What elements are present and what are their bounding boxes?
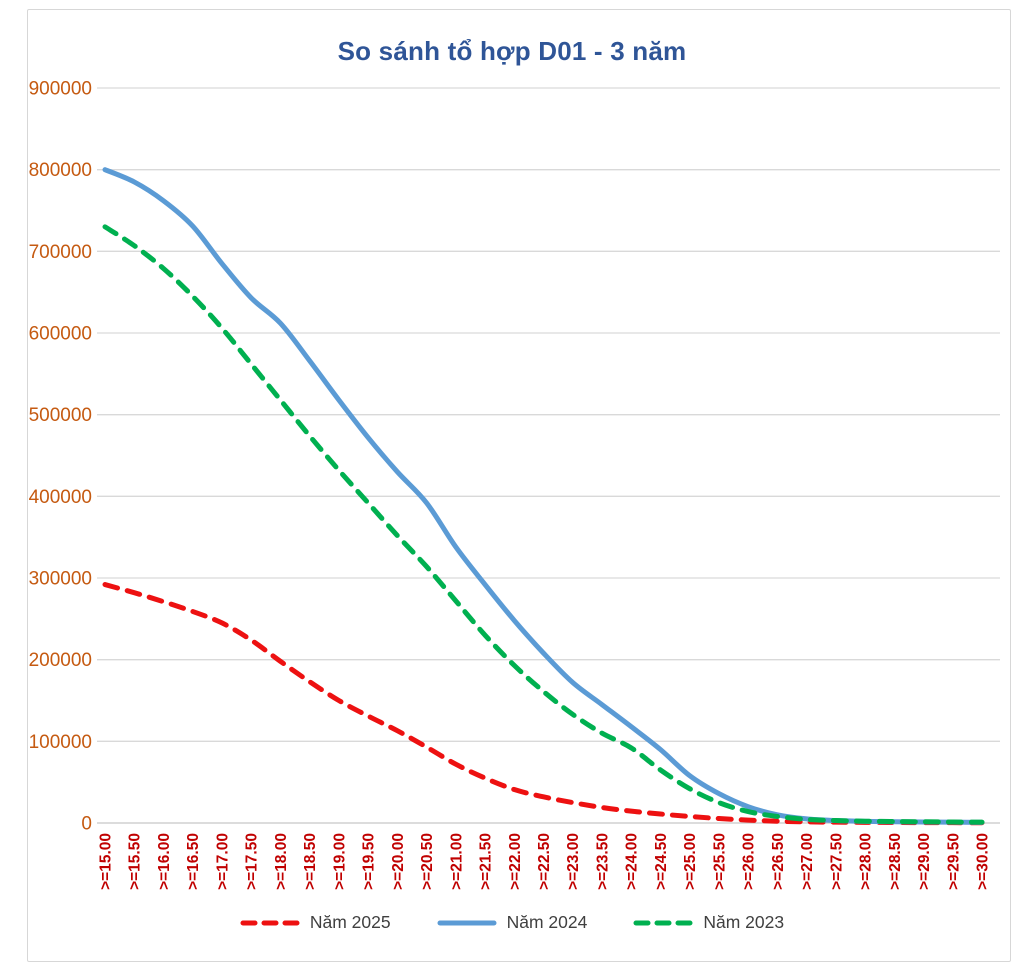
x-tick-label: >=16.00	[156, 833, 173, 890]
x-tick-label: >=23.00	[565, 833, 582, 890]
x-tick-label: >=28.50	[887, 833, 904, 890]
x-tick-label: >=23.50	[594, 833, 611, 890]
x-tick-label: >=24.00	[624, 833, 641, 890]
x-tick-label: >=19.00	[331, 833, 348, 890]
chart-frame	[27, 9, 1011, 962]
legend-item: Năm 2023	[633, 912, 784, 933]
x-tick-label: >=22.00	[507, 833, 524, 890]
x-tick-label: >=27.00	[799, 833, 816, 890]
x-tick-label: >=18.00	[273, 833, 290, 890]
legend-label: Năm 2025	[309, 912, 391, 932]
x-tick-label: >=22.50	[536, 833, 553, 890]
line-chart: 900000 800000 700000 600000 500000 400000 3000…	[29, 79, 1000, 890]
x-tick-label: >=24.50	[653, 833, 670, 890]
y-tick-label: 600000	[29, 324, 92, 345]
x-tick-label: >=15.00	[98, 833, 115, 890]
x-tick-label: >=17.50	[244, 833, 261, 890]
x-tick-label: >=25.50	[711, 833, 728, 890]
x-tick-label: >=17.00	[214, 833, 231, 890]
x-tick-label: >=16.50	[185, 833, 202, 890]
x-tick-label: >=20.00	[390, 833, 407, 890]
x-tick-label: >=30.00	[975, 833, 992, 890]
x-tick-label: >=26.50	[770, 833, 787, 890]
x-tick-label: >=15.50	[127, 833, 144, 890]
x-tick-label: >=27.50	[828, 833, 845, 890]
x-tick-label: >=29.50	[945, 833, 962, 890]
legend-marker-dashed-line	[633, 920, 693, 925]
x-tick-label: >=19.50	[361, 833, 378, 890]
y-tick-label: 700000	[29, 242, 92, 263]
y-tick-label: 300000	[29, 569, 92, 590]
x-tick-label: >=26.00	[741, 833, 758, 890]
legend-label: Năm 2023	[703, 912, 785, 932]
legend-item: Năm 2024	[437, 912, 588, 933]
x-tick-label: >=20.50	[419, 833, 436, 890]
y-tick-label: 500000	[29, 405, 92, 426]
x-tick-label: >=18.50	[302, 833, 319, 890]
legend-marker-dashed-line	[240, 920, 300, 925]
y-tick-label: 100000	[29, 732, 92, 753]
x-tick-label: >=21.50	[478, 833, 495, 890]
y-tick-label: 200000	[29, 650, 92, 671]
x-tick-label: >=29.00	[916, 833, 933, 890]
x-tick-label: >=21.00	[448, 833, 465, 890]
chart-title: So sánh tổ hợp D01 - 3 năm	[337, 36, 687, 66]
x-tick-label: >=25.00	[682, 833, 699, 890]
y-tick-label: 0	[81, 814, 92, 835]
legend-item: Năm 2025	[240, 912, 391, 933]
y-tick-label: 900000	[29, 79, 92, 100]
x-tick-label: >=28.00	[858, 833, 875, 890]
legend-marker-solid-line	[437, 920, 497, 925]
legend-label: Năm 2024	[506, 912, 588, 932]
y-tick-label: 400000	[29, 487, 92, 508]
y-tick-label: 800000	[29, 160, 92, 181]
series-line-năm-2025	[102, 582, 985, 826]
series-line-năm-2023	[102, 224, 985, 825]
chart-legend: Năm 2025 Năm 2024 Năm 2023	[0, 912, 1024, 933]
